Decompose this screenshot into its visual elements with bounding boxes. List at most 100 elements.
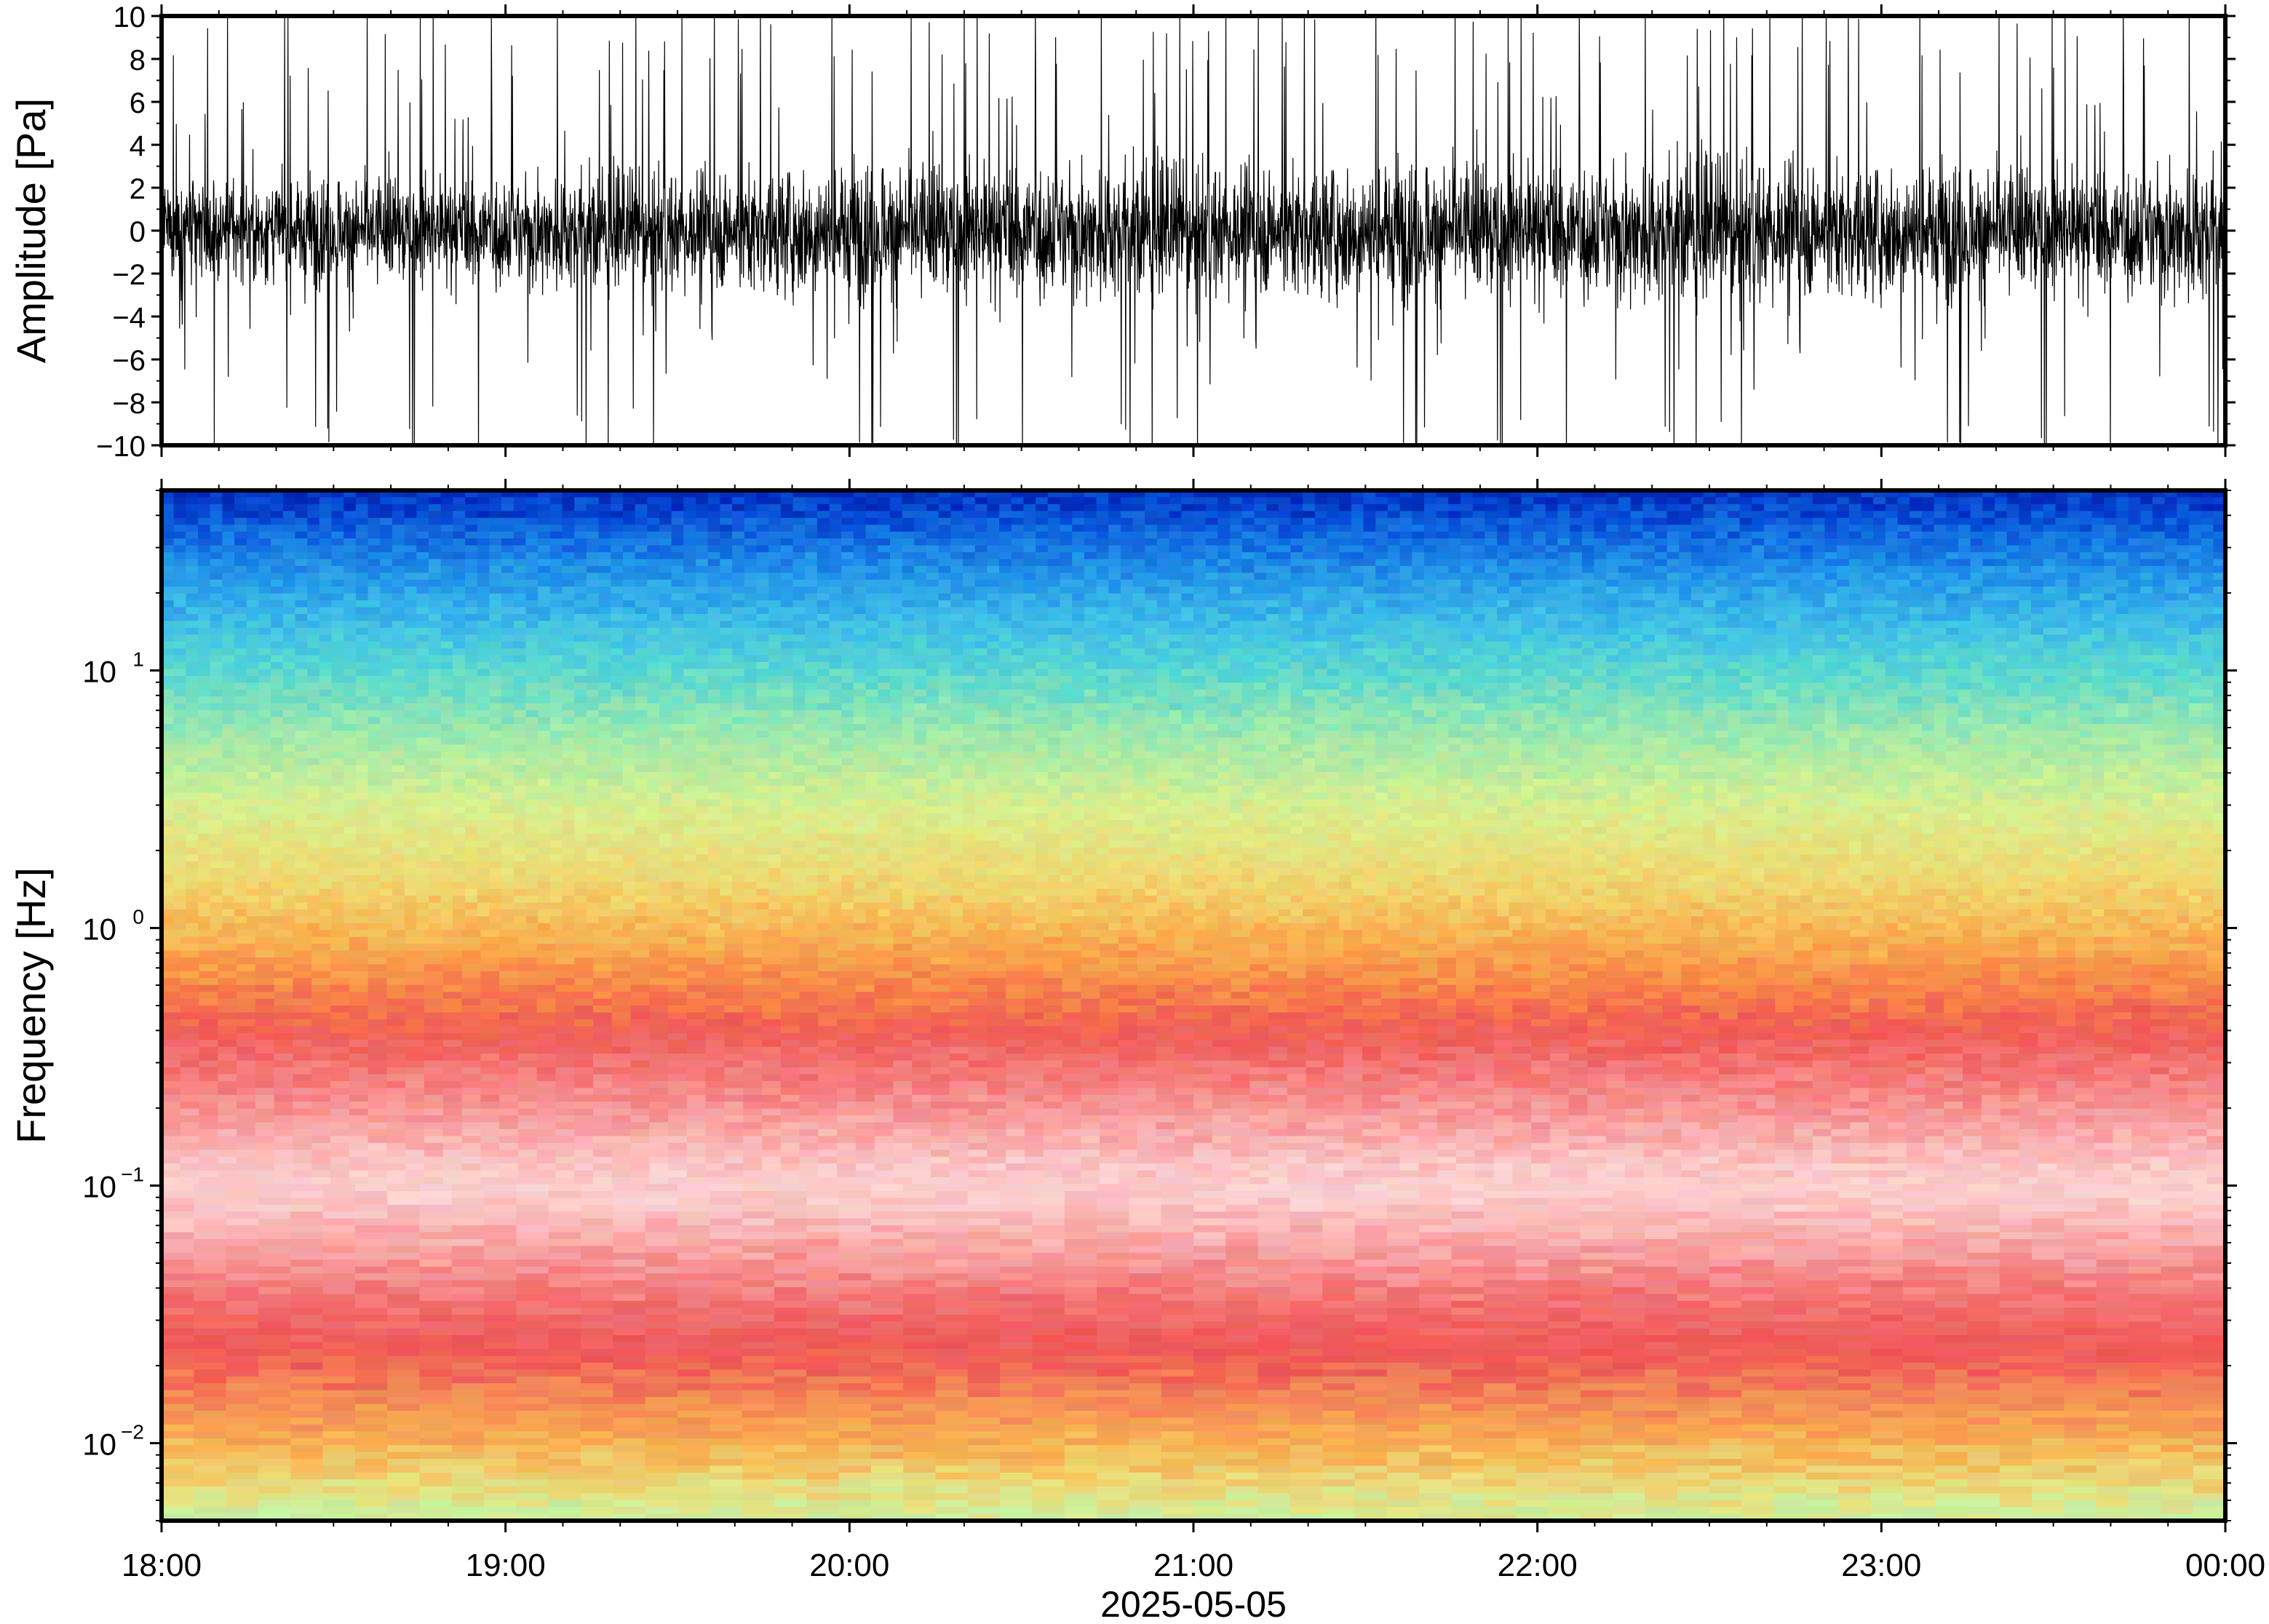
spectrogram-cell [1497,497,1510,505]
spectrogram-cell [1412,634,1425,642]
spectrogram-cell [2128,621,2142,629]
spectrogram-cell [1036,662,1049,670]
spectrogram-cell [707,627,721,636]
spectrogram-cell [659,682,672,690]
spectrogram-cell [440,525,454,533]
spectrogram-cell [2128,600,2142,608]
spectrogram-cell [1351,573,1364,581]
spectrogram-cell [622,586,636,594]
spectrogram-cell [186,613,199,622]
spectrogram-cell [1387,538,1401,546]
spectrogram-cell [1497,634,1510,642]
spectrogram-cell [1642,565,1656,574]
spectrogram-cell [1217,600,1231,608]
spectrogram-cell [1752,525,1765,533]
spectrogram-cell [2164,607,2178,615]
spectrogram-cell [1654,593,1668,601]
spectrogram-cell [1752,531,1765,539]
spectrogram-cell [841,669,854,677]
spectrogram-cell [1679,511,1692,519]
spectrogram-cell [1630,648,1644,656]
spectrogram-cell [744,511,758,519]
spectrogram-cell [1800,600,1813,608]
spectrogram-cell [477,662,490,670]
spectrogram-cell [1485,531,1498,539]
spectrogram-cell [1557,559,1570,567]
spectrogram-cell [586,655,600,663]
spectrogram-cell [1703,490,1717,498]
spectrogram-cell [1642,503,1656,512]
spectrogram-cell [1120,573,1134,581]
spectrogram-cell [1873,525,1886,533]
spectrogram-cell [1254,586,1267,594]
spectrogram-cell [1485,573,1498,581]
spectrogram-cell [1023,559,1036,567]
spectrogram-cell [1314,490,1328,498]
spectrogram-cell [1169,634,1183,642]
spectrogram-cell [1690,497,1704,505]
spectrogram-cell [1764,607,1777,615]
spectrogram-cell [2006,497,2020,505]
spectrogram-cell [404,613,418,622]
spectrogram-cell [404,586,418,594]
spectrogram-cell [2188,627,2202,636]
spectrogram-cell [1921,634,1935,642]
spectrogram-cell [355,525,369,533]
spectrogram-cell [465,682,478,690]
spectrogram-cell [2152,579,2166,587]
spectrogram-cell [2079,641,2093,649]
spectrogram-cell [1594,641,1607,649]
spectrogram-cell [538,613,551,622]
spectrogram-cell [902,531,915,539]
spectrogram-cell [1351,655,1364,663]
spectrogram-cell [465,648,478,656]
spectrogram-cell [1375,545,1388,553]
spectrogram-cell [1812,621,1826,629]
spectrogram-cell [282,525,296,533]
spectrogram-cell [246,545,260,553]
spectrogram-cell [792,552,806,560]
spectrogram-cell [2152,586,2166,594]
spectrogram-cell [162,586,175,594]
spectrogram-cell [1193,655,1207,663]
spectrogram-cell [792,517,806,525]
spectrogram-cell [914,538,927,546]
spectrogram-cell [574,586,587,594]
spectrogram-cell [1485,655,1498,663]
spectrogram-cell [1934,634,1947,642]
spectrogram-cell [392,675,405,684]
spectrogram-cell [1108,490,1121,498]
spectrogram-cell [865,648,879,656]
spectrogram-cell [1618,662,1632,670]
spectrogram-cell [914,613,927,622]
spectrogram-cell [1545,607,1559,615]
spectrogram-cell [465,641,478,649]
spectrogram-cell [987,627,1000,636]
spectrogram-cell [963,669,976,677]
spectrogram-cell [696,613,709,622]
spectrogram-cell [1084,627,1097,636]
spectrogram-cell [258,497,271,505]
spectrogram-cell [938,525,952,533]
spectrogram-cell [1606,538,1619,546]
spectrogram-cell [2006,559,2020,567]
spectrogram-cell [622,525,636,533]
spectrogram-cell [1788,573,1801,581]
spectrogram-cell [683,531,696,539]
spectrogram-cell [829,621,843,629]
spectrogram-cell [319,682,333,690]
spectrogram-cell [635,669,648,677]
spectrogram-cell [501,525,514,533]
spectrogram-cell [1521,648,1534,656]
spectrogram-cell [1606,627,1619,636]
spectrogram-cell [186,627,199,636]
spectrogram-cell [1060,634,1073,642]
spectrogram-cell [162,573,175,581]
spectrogram-cell [816,552,830,560]
spectrogram-cell [1970,593,1984,601]
spectrogram-cell [2006,641,2020,649]
spectrogram-cell [611,511,624,519]
spectrogram-cell [2091,621,2105,629]
spectrogram-cell [1934,579,1947,587]
spectrogram-cell [963,531,976,539]
